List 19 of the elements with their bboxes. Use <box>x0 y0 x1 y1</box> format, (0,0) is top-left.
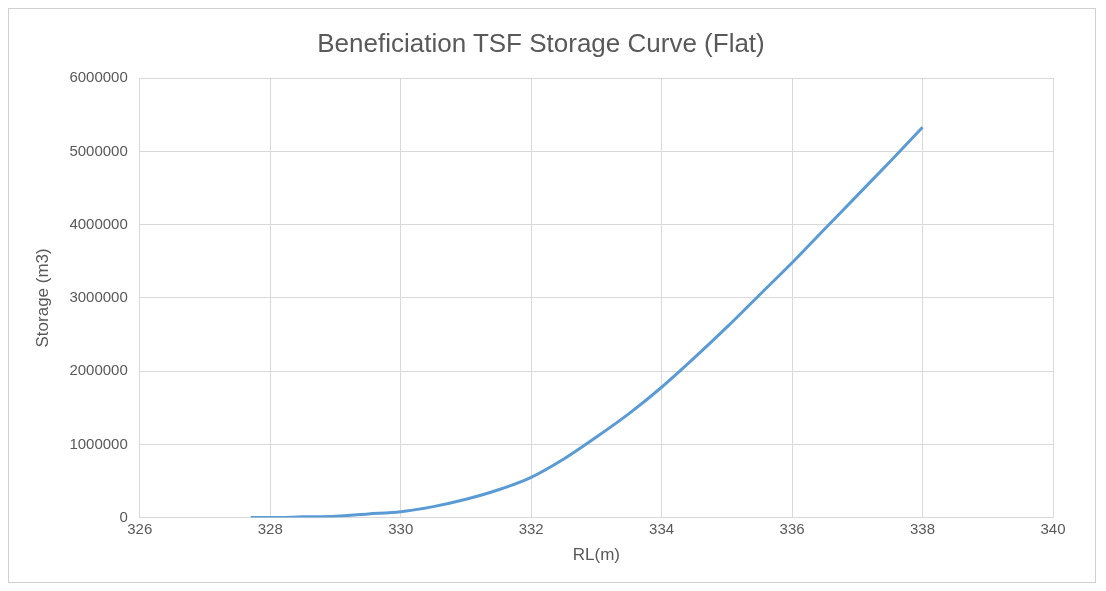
y-tick-label: 0 <box>119 507 128 525</box>
x-tick-label: 336 <box>779 519 805 537</box>
x-tick-label: 330 <box>388 519 414 537</box>
y-tick-label: 6000000 <box>69 68 128 86</box>
y-tick-label: 1000000 <box>69 434 128 452</box>
y-tick-label: 2000000 <box>69 361 128 379</box>
y-tick-label: 3000000 <box>69 288 128 306</box>
y-tick-label: 5000000 <box>69 141 128 159</box>
x-tick-label: 328 <box>257 519 283 537</box>
x-axis-title: RL(m) <box>572 545 621 565</box>
x-tick-label: 340 <box>1040 519 1066 537</box>
y-tick-label: 4000000 <box>69 214 128 232</box>
line-series <box>249 125 925 518</box>
x-tick-label: 334 <box>649 519 675 537</box>
x-tick-label: 338 <box>910 519 936 537</box>
x-tick-label: 332 <box>518 519 544 537</box>
x-tick-label: 326 <box>127 519 153 537</box>
y-axis-title: Storage (m3) <box>32 248 52 348</box>
chart-title: Beneficiation TSF Storage Curve (Flat) <box>317 27 765 58</box>
